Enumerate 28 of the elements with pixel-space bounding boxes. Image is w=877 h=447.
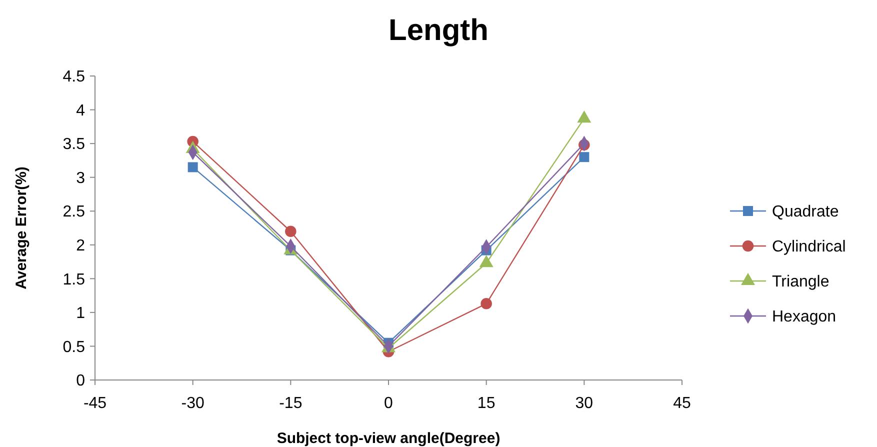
y-tick-label: 2.5 <box>62 204 86 221</box>
x-tick-label: -45 <box>83 395 107 412</box>
y-tick-label: 4 <box>76 102 86 120</box>
y-tick-label: 3.5 <box>62 136 86 154</box>
y-tick-label: 3 <box>76 170 86 187</box>
x-tick-label: 30 <box>575 395 594 412</box>
y-tick-label: 1 <box>76 305 86 322</box>
y-tick-label: 1.5 <box>62 271 86 288</box>
legend-label: Quadrate <box>772 204 839 221</box>
x-tick-label: 0 <box>384 395 394 412</box>
point <box>285 226 296 238</box>
legend-label: Cylindrical <box>772 238 846 256</box>
chart-title: Length <box>388 14 488 47</box>
y-tick-label: 2 <box>76 237 86 254</box>
y-tick-label: 0.5 <box>62 338 86 356</box>
point <box>480 298 492 310</box>
x-tick-label: -30 <box>181 395 204 412</box>
point <box>579 152 590 162</box>
x-tick-label: -15 <box>279 395 302 412</box>
x-tick-label: 15 <box>477 395 496 412</box>
x-tick-label: 45 <box>673 395 691 412</box>
legend-label: Hexagon <box>772 308 836 326</box>
point <box>188 162 198 172</box>
y-tick-label: 4.5 <box>62 68 86 86</box>
y-axis-title: Average Error(%) <box>13 166 30 290</box>
x-axis-title: Subject top-view angle(Degree) <box>276 430 500 447</box>
legend-label: Triangle <box>772 274 830 291</box>
y-tick-label: 0 <box>76 372 86 390</box>
